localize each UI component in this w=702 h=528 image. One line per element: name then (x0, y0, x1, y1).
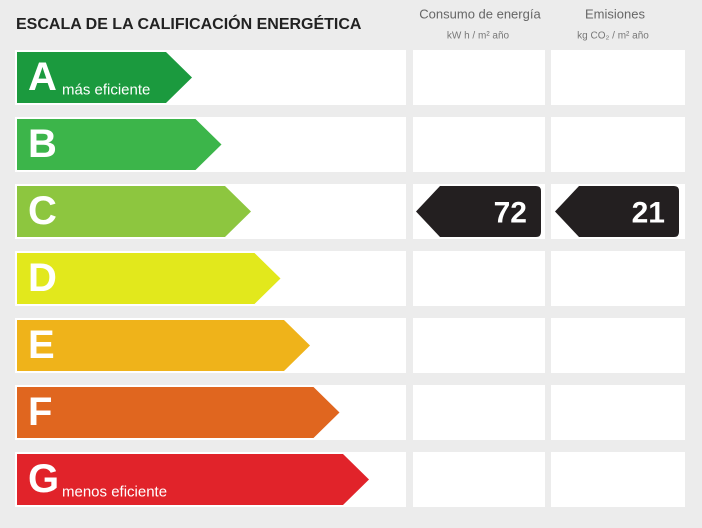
rating-letter: E (28, 323, 55, 367)
value-cell (551, 318, 685, 373)
rating-label: más eficiente (62, 81, 150, 98)
value-cell (551, 117, 685, 172)
value-cell (413, 385, 545, 440)
rating-arrow (17, 387, 340, 438)
value-cell (413, 318, 545, 373)
rating-letter: C (28, 189, 57, 233)
value-label: 21 (632, 196, 665, 229)
value-cell (413, 50, 545, 105)
column-unit: kg CO₂ / m² año (577, 31, 649, 42)
rating-label: menos eficiente (62, 483, 167, 500)
rating-arrow (17, 52, 192, 103)
value-cell (551, 251, 685, 306)
rating-arrow (17, 119, 222, 170)
rating-arrow (17, 320, 310, 371)
value-cell (413, 117, 545, 172)
rating-arrow (17, 186, 251, 237)
value-cell (551, 50, 685, 105)
rating-letter: B (28, 122, 57, 166)
rating-arrow (17, 454, 369, 505)
title: ESCALA DE LA CALIFICACIÓN ENERGÉTICA (16, 14, 362, 33)
value-badge (416, 186, 541, 237)
column-unit: kW h / m² año (447, 31, 510, 42)
rating-letter: D (28, 256, 57, 300)
value-label: 72 (494, 196, 527, 229)
value-badge (555, 186, 679, 237)
value-cell (551, 385, 685, 440)
rating-letter: G (28, 457, 59, 501)
rating-letter: F (28, 390, 52, 434)
rating-arrow (17, 253, 281, 304)
value-cell (413, 452, 545, 507)
value-cell (413, 251, 545, 306)
value-cell (551, 452, 685, 507)
column-title: Consumo de energía (419, 6, 541, 21)
column-title: Emisiones (585, 6, 645, 21)
rating-letter: A (28, 55, 57, 99)
